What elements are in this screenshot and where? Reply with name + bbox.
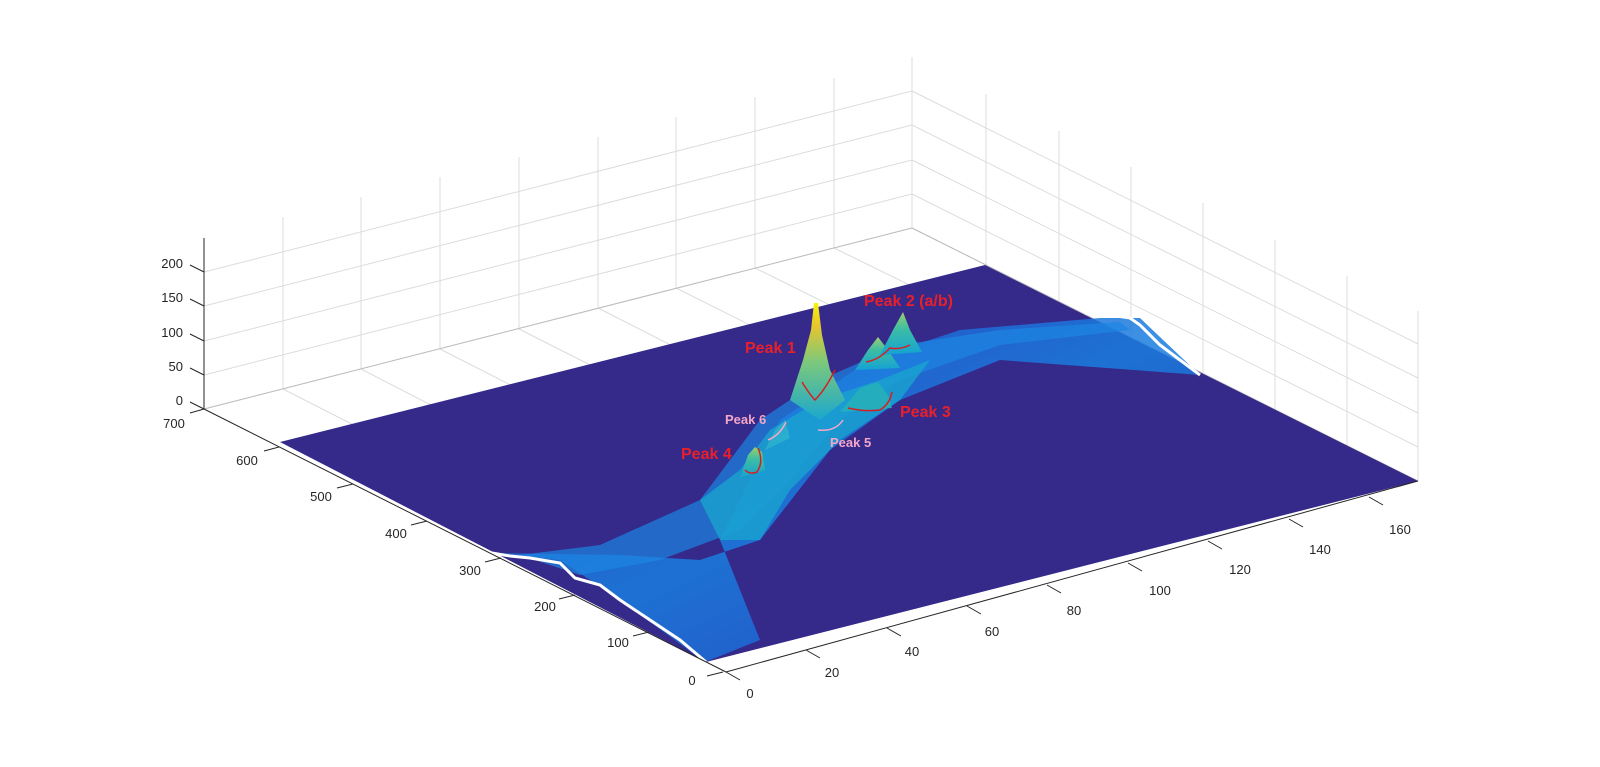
x-tick-label: 100 — [1149, 583, 1171, 598]
peak-1-contour — [801, 369, 836, 402]
x-axis-labels: 0 20 40 60 80 100 120 140 160 — [746, 522, 1410, 701]
peak-2-label: Peak 2 (a/b) — [864, 293, 953, 310]
y-tick-label: 200 — [534, 599, 556, 614]
peak-1-surface — [790, 303, 845, 420]
y-tick-label: 400 — [385, 526, 407, 541]
peak-3-contour — [847, 391, 893, 412]
peak-annotations: Peak 1 Peak 2 (a/b) Peak 3 Peak 4 Peak 5… — [681, 293, 953, 463]
y-tick-label: 600 — [236, 453, 258, 468]
y-axis-labels: 0 100 200 300 400 500 600 700 — [163, 416, 695, 688]
peak-2b-surface — [880, 312, 922, 355]
surface-base-plane — [280, 265, 1418, 662]
y-tick-label: 0 — [688, 673, 695, 688]
z-tick-label: 100 — [161, 325, 183, 340]
surface-ridge-band — [492, 318, 1200, 662]
peak-4-contour — [744, 447, 762, 474]
surface-front-edge — [491, 551, 707, 664]
surface — [280, 265, 1418, 664]
x-tick-label: 0 — [746, 686, 753, 701]
peak-2-contour — [865, 344, 911, 363]
surface-ridge-core — [520, 322, 1130, 575]
x-tick-label: 160 — [1389, 522, 1411, 537]
x-tick-label: 20 — [825, 665, 839, 680]
x-tick-label: 60 — [985, 624, 999, 639]
z-tick-label: 150 — [161, 290, 183, 305]
peak-6-contour — [767, 421, 787, 441]
y-tick-label: 100 — [607, 635, 629, 650]
peak-4-label: Peak 4 — [681, 446, 732, 463]
z-tick-label: 200 — [161, 256, 183, 271]
peak-3-label: Peak 3 — [900, 404, 951, 421]
peak-5-label: Peak 5 — [830, 435, 871, 450]
y-tick-label: 300 — [459, 563, 481, 578]
x-tick-label: 80 — [1067, 603, 1081, 618]
y-tick-label: 700 — [163, 416, 185, 431]
y-tick-label: 500 — [310, 489, 332, 504]
peak-3-surface — [840, 382, 892, 412]
z-tick-label: 0 — [176, 393, 183, 408]
z-axis-labels: 0 50 100 150 200 — [161, 256, 183, 408]
x-tick-label: 40 — [905, 644, 919, 659]
x-tick-label: 120 — [1229, 562, 1251, 577]
peak-6-label: Peak 6 — [725, 412, 766, 427]
z-tick-label: 50 — [169, 359, 183, 374]
peak-5-contour — [817, 419, 844, 432]
surface-back-edge — [1084, 311, 1201, 377]
axes-lines — [189, 238, 1419, 681]
peak-1-label: Peak 1 — [745, 340, 796, 357]
x-tick-label: 140 — [1309, 542, 1331, 557]
